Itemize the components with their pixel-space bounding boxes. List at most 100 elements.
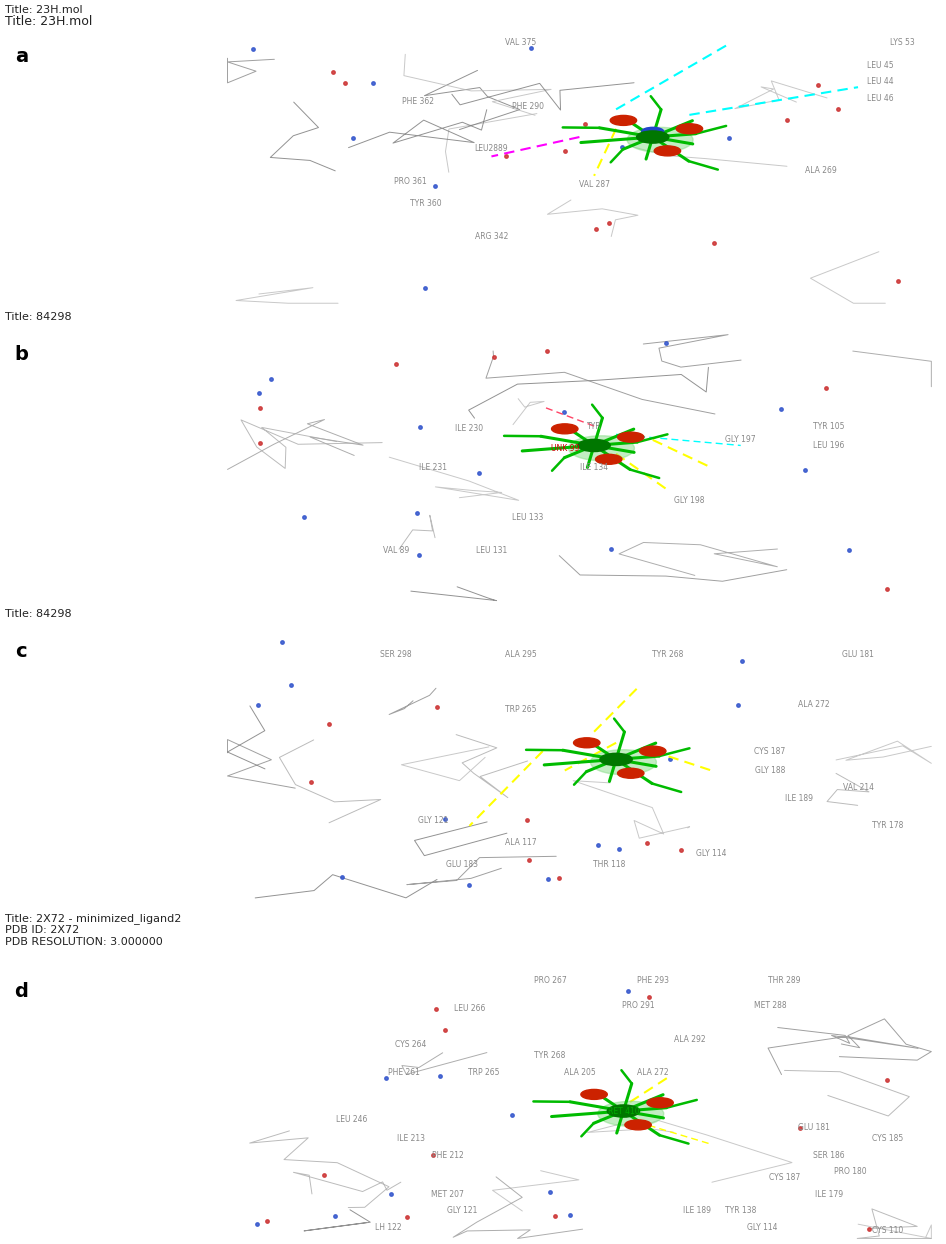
Text: MET 288: MET 288 xyxy=(754,1001,786,1010)
Text: O: O xyxy=(128,814,134,822)
Text: PHE 362: PHE 362 xyxy=(402,97,434,106)
Text: GLU 183: GLU 183 xyxy=(447,860,478,870)
Text: O: O xyxy=(151,425,158,435)
Text: OH: OH xyxy=(76,440,89,449)
Circle shape xyxy=(637,131,669,143)
Text: ILE 134: ILE 134 xyxy=(580,463,608,473)
Text: GLY 197: GLY 197 xyxy=(726,435,756,444)
Text: VAL 375: VAL 375 xyxy=(505,39,536,47)
Text: ALA 295: ALA 295 xyxy=(505,649,536,658)
Circle shape xyxy=(627,127,693,152)
Text: THR 289: THR 289 xyxy=(768,977,801,985)
Text: d: d xyxy=(14,983,28,1001)
Text: TYR 138: TYR 138 xyxy=(725,1207,757,1215)
Text: O: O xyxy=(76,744,82,753)
Circle shape xyxy=(641,127,664,136)
Circle shape xyxy=(598,1101,664,1126)
Circle shape xyxy=(655,146,680,156)
Text: OH: OH xyxy=(70,685,82,694)
Text: b: b xyxy=(14,345,28,363)
Text: 1/3: 1/3 xyxy=(4,592,16,598)
Text: HO: HO xyxy=(0,460,13,470)
Circle shape xyxy=(573,738,600,748)
Circle shape xyxy=(552,424,578,434)
Text: O: O xyxy=(60,471,66,480)
Circle shape xyxy=(607,1105,639,1117)
Text: Title: 84298: Title: 84298 xyxy=(5,312,71,322)
Text: ILE 179: ILE 179 xyxy=(815,1189,843,1199)
Text: LEU 45: LEU 45 xyxy=(867,61,893,70)
Text: O: O xyxy=(109,104,115,114)
Text: TRP 265: TRP 265 xyxy=(468,1067,499,1077)
Circle shape xyxy=(618,769,644,779)
Text: N: N xyxy=(126,122,131,131)
Text: O: O xyxy=(143,699,149,708)
Text: TYR 178: TYR 178 xyxy=(871,821,903,831)
Text: CYS 110: CYS 110 xyxy=(871,1225,903,1234)
Text: PHE 293: PHE 293 xyxy=(637,977,669,985)
Text: CYS 187: CYS 187 xyxy=(754,746,786,755)
Text: N: N xyxy=(115,208,121,216)
Text: 1/3: 1/3 xyxy=(4,889,16,896)
Text: GLU 181: GLU 181 xyxy=(842,649,874,658)
Text: OH: OH xyxy=(17,792,30,801)
Text: HO: HO xyxy=(0,758,13,768)
Text: OH: OH xyxy=(48,377,61,387)
Text: ILE 230: ILE 230 xyxy=(455,424,483,433)
Text: LEU 131: LEU 131 xyxy=(476,546,507,555)
Circle shape xyxy=(569,435,635,460)
Text: TYR: TYR xyxy=(587,422,602,430)
Text: TRP 265: TRP 265 xyxy=(505,705,536,714)
Text: c: c xyxy=(15,642,27,661)
Text: LEU 246: LEU 246 xyxy=(337,1115,368,1123)
Text: LYS 53: LYS 53 xyxy=(889,39,915,47)
Text: O: O xyxy=(122,841,129,850)
Text: PRO 361: PRO 361 xyxy=(394,177,428,185)
Text: OH: OH xyxy=(17,495,30,504)
Circle shape xyxy=(676,123,703,133)
Text: N: N xyxy=(113,205,119,214)
Text: O: O xyxy=(122,544,129,552)
Circle shape xyxy=(581,1090,607,1100)
Text: LEU 44: LEU 44 xyxy=(867,77,893,86)
Text: O: O xyxy=(76,447,82,455)
Text: PHE 261: PHE 261 xyxy=(388,1067,419,1077)
Text: TYR 268: TYR 268 xyxy=(652,649,683,658)
Text: O: O xyxy=(64,138,71,147)
Text: O: O xyxy=(24,437,30,445)
Text: PHE 290: PHE 290 xyxy=(512,102,544,111)
Text: Title: 23H.mol: Title: 23H.mol xyxy=(5,15,92,29)
Text: RET 410: RET 410 xyxy=(607,1106,639,1116)
Text: TYR 360: TYR 360 xyxy=(410,199,441,208)
Text: VAL 89: VAL 89 xyxy=(383,546,410,555)
Text: OH: OH xyxy=(76,738,89,746)
Text: LH 122: LH 122 xyxy=(376,1223,402,1232)
Text: O: O xyxy=(143,402,149,411)
Text: Cl: Cl xyxy=(80,47,89,56)
Circle shape xyxy=(625,1120,651,1130)
Text: ALA 272: ALA 272 xyxy=(637,1067,669,1077)
Text: SER 298: SER 298 xyxy=(380,649,412,658)
Text: TYR 268: TYR 268 xyxy=(534,1051,566,1060)
Text: O: O xyxy=(3,1092,10,1102)
Circle shape xyxy=(618,432,644,442)
Text: LEU 46: LEU 46 xyxy=(867,93,893,103)
Text: UNK 99: UNK 99 xyxy=(551,444,579,453)
Text: THR 118: THR 118 xyxy=(592,860,625,870)
Text: VAL 287: VAL 287 xyxy=(579,179,609,189)
Text: OH: OH xyxy=(48,674,61,684)
Text: CYS 187: CYS 187 xyxy=(769,1173,800,1182)
Text: O: O xyxy=(24,734,30,743)
Text: CYS 185: CYS 185 xyxy=(871,1135,903,1143)
Text: GLY 114: GLY 114 xyxy=(747,1223,778,1232)
Text: MET 207: MET 207 xyxy=(431,1189,464,1199)
Text: ALA 292: ALA 292 xyxy=(674,1035,705,1044)
Text: ALA 205: ALA 205 xyxy=(564,1067,595,1077)
Text: O: O xyxy=(60,769,66,778)
Text: CYS 264: CYS 264 xyxy=(395,1040,427,1049)
Text: SER 186: SER 186 xyxy=(813,1151,845,1159)
Text: OH: OH xyxy=(70,388,82,397)
Circle shape xyxy=(600,754,632,765)
Text: GLY 198: GLY 198 xyxy=(674,496,705,505)
Circle shape xyxy=(578,439,610,452)
